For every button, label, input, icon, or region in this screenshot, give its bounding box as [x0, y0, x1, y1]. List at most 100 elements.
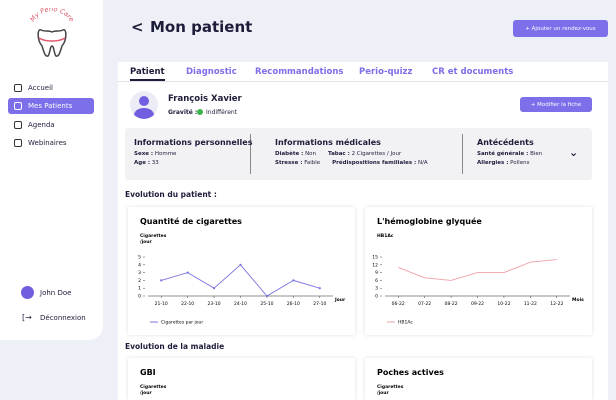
tab-divider	[118, 81, 608, 82]
x-tick-label: 22-10	[181, 301, 194, 307]
gum-icon	[38, 37, 66, 42]
disease-card: Poches actives Cigarettes/jour	[365, 358, 592, 400]
x-tick-label: 26-10	[287, 301, 300, 307]
data-point	[318, 287, 321, 290]
legend-label: Cigarettes par jour	[161, 320, 203, 326]
user-name: John Doe	[40, 289, 72, 297]
x-tick-label: 27-10	[313, 301, 326, 307]
y-tick-label: 4	[138, 262, 141, 268]
gravity-dot	[197, 109, 203, 115]
separator	[462, 134, 463, 174]
card-title: Quantité de cigarettes	[140, 216, 242, 226]
info-box: ⌄ Informations personnelles Sexe : Homme A…	[125, 128, 592, 180]
x-tick-label: 09-22	[471, 301, 484, 307]
y-axis-label: HB1Ac	[377, 233, 394, 239]
info-value: Homme	[154, 151, 177, 157]
nav-item[interactable]: Webinaires	[8, 135, 94, 151]
info-title: Informations médicales	[275, 138, 381, 147]
nav-label: Webinaires	[28, 139, 67, 147]
x-tick-label: 06-22	[392, 301, 405, 307]
y-tick-label: 3	[375, 286, 378, 292]
separator	[250, 134, 251, 174]
info-label: Stresse :	[275, 160, 303, 166]
x-tick-label: 11-22	[524, 301, 537, 307]
nav-label: Agenda	[28, 121, 55, 129]
x-tick-label: 21-10	[155, 301, 168, 307]
x-axis-label: Mois	[572, 297, 584, 303]
y-tick-label: 15	[372, 255, 378, 261]
info-column: Informations médicales Diabète : Non Tabac…	[275, 138, 428, 169]
info-value: 2 Cigarettes / Jour	[351, 151, 402, 157]
data-point	[160, 279, 163, 282]
y-tick-label: 2	[138, 278, 141, 284]
data-point	[265, 294, 269, 298]
nav-item[interactable]: Agenda	[8, 117, 94, 133]
data-point	[239, 263, 242, 266]
nav-item[interactable]: Accueil	[8, 80, 94, 96]
info-column: Informations personnelles Sexe : Homme Age…	[134, 138, 252, 169]
logo-text: My Perio Care	[28, 8, 75, 23]
y-tick-label: 12	[372, 262, 378, 268]
x-tick-label: 07-22	[418, 301, 431, 307]
x-tick-label: 10-22	[497, 301, 510, 307]
tooth-icon	[37, 29, 67, 57]
info-label: Tabac :	[328, 151, 350, 157]
card-title: L'hémoglobine glyquée	[377, 216, 482, 226]
expand-chevron[interactable]: ⌄	[569, 146, 579, 159]
info-column: Antécédents Santé générale : Bien Allergie…	[477, 138, 542, 169]
data-point	[212, 287, 216, 290]
x-tick-label: 25-10	[260, 301, 273, 307]
card-title: GBI	[140, 368, 156, 377]
x-tick-label: 23-10	[208, 301, 221, 307]
x-tick-label: 12-22	[550, 301, 563, 307]
info-label: Diabète :	[275, 151, 304, 157]
y-tick-label: 5	[138, 255, 141, 261]
nav-item[interactable]: Mes Patients	[8, 98, 94, 114]
disease-card: GBI Cigarettes/jour	[128, 358, 355, 400]
tab[interactable]: Diagnostic	[186, 67, 237, 77]
logo-text-path: My Perio Care	[28, 8, 75, 23]
gravity-value: Indifférent	[206, 109, 238, 116]
tab[interactable]: CR et documents	[432, 67, 514, 77]
nav-label: Mes Patients	[28, 102, 73, 110]
series-line	[398, 259, 557, 281]
data-point	[292, 279, 295, 282]
card-bg	[128, 358, 355, 400]
info-row: Santé générale : Bien	[477, 151, 542, 157]
nav-icon	[14, 121, 22, 129]
info-label: Sexe :	[134, 151, 154, 157]
tab[interactable]: Patient	[130, 67, 165, 81]
y-axis-label: /jour	[377, 390, 389, 396]
chart-card: Quantité de cigarettes Cigarettes/jour 0 1 2…	[128, 207, 355, 335]
info-label: Prédispositions familiales :	[332, 160, 417, 166]
info-title: Informations personnelles	[134, 138, 253, 147]
info-value: 33	[151, 160, 159, 166]
logout[interactable]: Déconnexion	[40, 314, 86, 322]
x-axis-label: Jour	[334, 297, 346, 303]
y-axis-label: Cigarettes	[140, 233, 167, 239]
y-tick-label: 1	[138, 286, 141, 292]
card-bg	[128, 207, 355, 335]
card-bg	[365, 207, 592, 335]
nav-icon	[14, 139, 22, 147]
info-label: Age :	[134, 160, 151, 166]
tab[interactable]: Recommandations	[255, 67, 344, 77]
legend-label: HB1Ac	[398, 320, 413, 326]
nav-icon	[14, 102, 22, 110]
y-tick-label: 3	[138, 270, 141, 276]
info-value: N/A	[417, 160, 428, 166]
tab[interactable]: Perio-quizz	[359, 67, 413, 77]
data-point	[186, 271, 189, 274]
section-title: Evolution du patient :	[125, 190, 217, 199]
back-button[interactable]: <	[131, 18, 144, 36]
logout-icon: [→	[22, 313, 32, 322]
x-tick-label: 24-10	[234, 301, 247, 307]
card-title: Poches actives	[377, 368, 444, 377]
y-tick-label: 9	[375, 270, 378, 276]
sidebar: My Perio Care Accueil Mes Patients Agenda W…	[0, 0, 103, 340]
edit-button[interactable]: + Modifier la fiche	[520, 97, 592, 112]
info-label: Santé générale :	[477, 151, 529, 157]
add-appointment-button[interactable]: + Ajouter un rendez-vous	[513, 20, 608, 37]
